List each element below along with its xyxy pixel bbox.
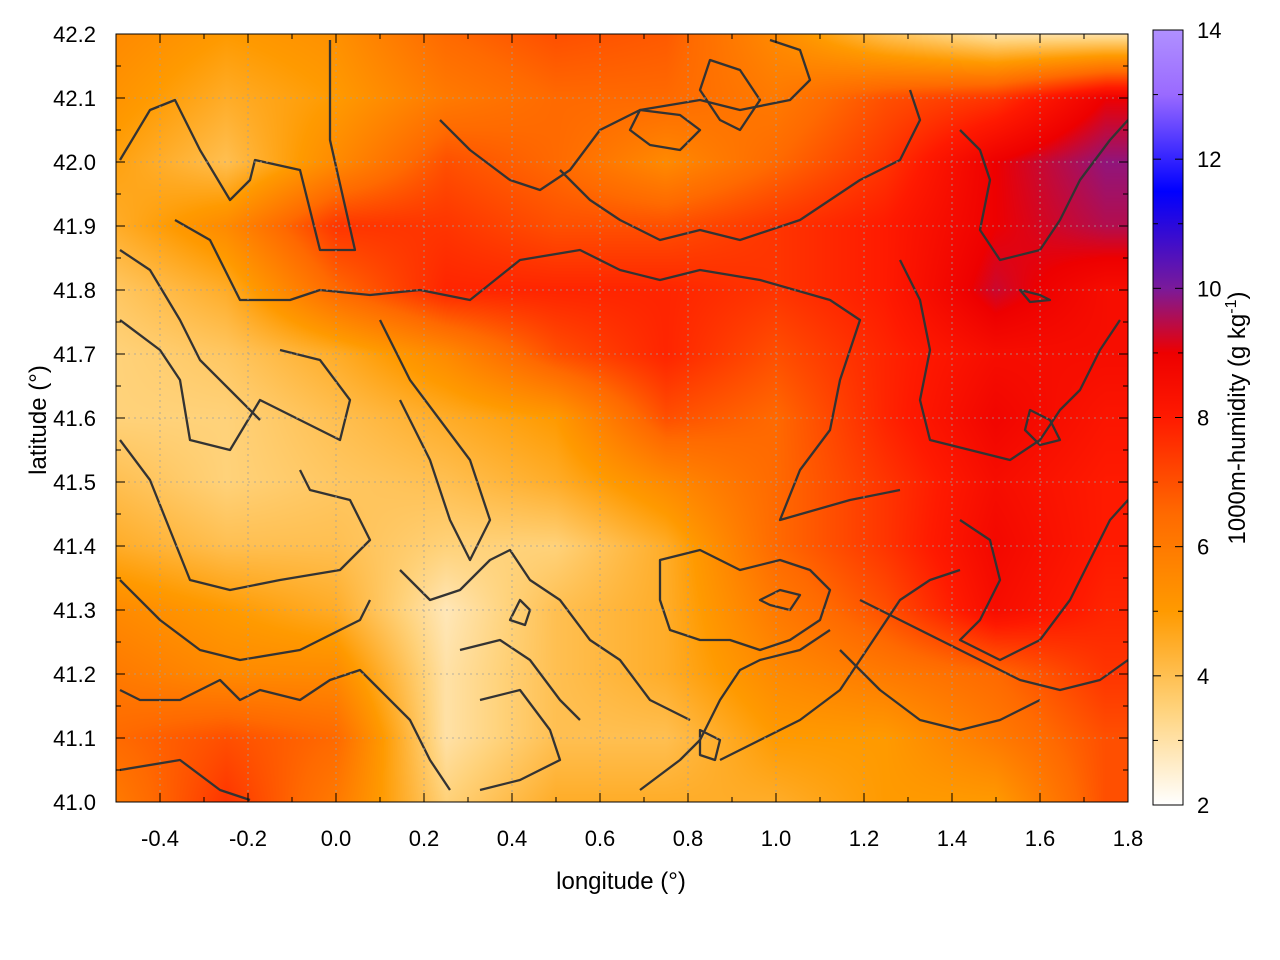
contour-line <box>658 548 832 652</box>
colorbar-tick-label: 8 <box>1197 406 1209 431</box>
colorbar-tick-label: 12 <box>1197 147 1221 172</box>
y-tick-label: 41.1 <box>53 726 96 751</box>
colorbar-tick-label: 6 <box>1197 535 1209 560</box>
x-tick-label: 0.4 <box>497 826 528 851</box>
y-tick-label: 42.1 <box>53 86 96 111</box>
y-tick-label: 42.0 <box>53 150 96 175</box>
x-tick-label: 1.0 <box>761 826 792 851</box>
x-tick-label: 1.2 <box>849 826 880 851</box>
y-tick-label: 41.4 <box>53 534 96 559</box>
colorbar-tick-label: 10 <box>1197 276 1221 301</box>
colorbar-tick-label: 4 <box>1197 664 1209 689</box>
colorbar-tick-label: 2 <box>1197 793 1209 818</box>
contour-line <box>119 758 251 802</box>
y-axis-label: latitude (°) <box>25 365 52 475</box>
y-tick-label: 41.5 <box>53 470 96 495</box>
contour-line <box>399 548 691 722</box>
contour-line <box>719 568 961 762</box>
contour-line <box>119 439 372 592</box>
colorbar-label: 1000m-humidity (g kg-1) <box>1223 292 1251 545</box>
contour-line <box>119 668 451 791</box>
contour-line <box>508 598 532 627</box>
plot-frame <box>115 33 1129 803</box>
contour-line <box>559 89 922 242</box>
contour-line <box>758 588 802 612</box>
y-tick-label: 41.8 <box>53 278 96 303</box>
y-tick-label: 41.3 <box>53 598 96 623</box>
contour-line <box>1018 288 1052 304</box>
grid-lines <box>116 34 1128 802</box>
y-tick-label: 41.6 <box>53 406 96 431</box>
x-tick-label: -0.4 <box>141 826 179 851</box>
x-tick-label: 0.2 <box>409 826 440 851</box>
x-axis-label: longitude (°) <box>556 868 686 895</box>
contour-line <box>958 499 1128 662</box>
x-tick-label: 0.0 <box>321 826 352 851</box>
contour-line <box>479 688 562 792</box>
contour-line <box>698 58 762 132</box>
contour-line <box>119 249 261 421</box>
x-axis-tick-labels: -0.4 -0.2 0.0 0.2 0.4 0.6 0.8 1.0 1.2 1.4 1.6 1.8 <box>141 826 1143 851</box>
contour-line <box>698 728 722 762</box>
y-tick-label: 41.7 <box>53 342 96 367</box>
contour-line <box>859 598 1128 692</box>
x-tick-label: 0.6 <box>585 826 616 851</box>
colorbar-ticks: 2 4 6 8 10 12 14 <box>1153 18 1221 818</box>
contour-line <box>119 40 357 252</box>
y-tick-label: 42.2 <box>53 22 96 47</box>
y-tick-label: 41.9 <box>53 214 96 239</box>
contour-line <box>378 319 492 562</box>
contour-line <box>119 579 372 662</box>
contour-line <box>959 119 1128 262</box>
y-tick-label: 41.0 <box>53 790 96 815</box>
x-tick-label: 1.6 <box>1025 826 1056 851</box>
y-tick-label: 41.2 <box>53 662 96 687</box>
contour-line <box>459 638 581 721</box>
contour-line <box>839 649 1041 732</box>
contour-line <box>898 259 1121 462</box>
colorbar-tick-label: 14 <box>1197 18 1221 43</box>
contour-line <box>174 219 901 522</box>
contour-line <box>639 629 831 791</box>
x-tick-label: -0.2 <box>229 826 267 851</box>
y-axis-tick-labels: 41.0 41.1 41.2 41.3 41.4 41.5 41.6 41.7 41.8 41.9… <box>53 22 96 815</box>
contour-line <box>119 319 352 452</box>
contour-line <box>628 108 702 152</box>
humidity-contours <box>119 38 1128 802</box>
x-tick-label: 1.4 <box>937 826 968 851</box>
x-tick-label: 1.8 <box>1113 826 1144 851</box>
x-tick-label: 0.8 <box>673 826 704 851</box>
